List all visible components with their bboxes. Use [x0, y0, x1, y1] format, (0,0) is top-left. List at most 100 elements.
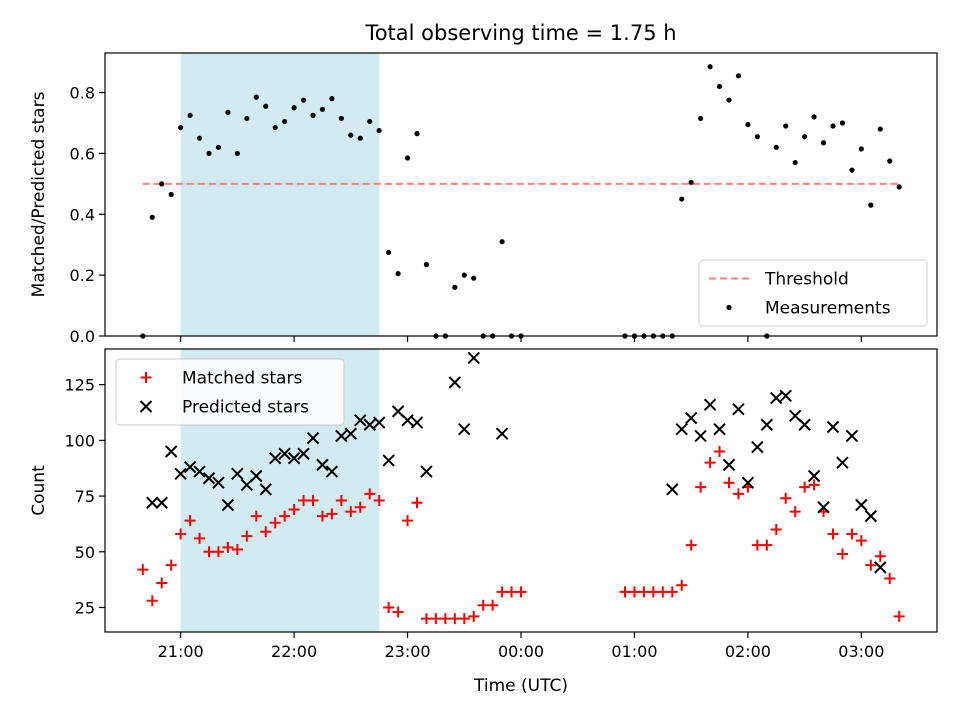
data-point [628, 586, 640, 598]
data-point [760, 418, 774, 431]
data-point [174, 467, 187, 480]
data-point [241, 530, 253, 542]
data-point [310, 112, 316, 118]
data-point [666, 586, 678, 598]
data-point [183, 460, 197, 474]
data-point [410, 416, 424, 429]
data-point [770, 523, 782, 535]
data-point [714, 446, 726, 458]
data-point [300, 97, 307, 103]
series-predicted-stars [146, 351, 887, 574]
data-point [178, 124, 184, 131]
data-point [168, 191, 174, 198]
data-point [430, 613, 442, 625]
data-point [877, 126, 883, 132]
data-point [887, 158, 893, 164]
data-point [638, 586, 650, 598]
data-point [830, 123, 836, 129]
data-point [225, 109, 231, 115]
data-point [363, 418, 376, 431]
data-point [487, 599, 499, 611]
data-point [316, 458, 329, 472]
data-point [448, 376, 462, 389]
data-point [761, 539, 773, 551]
data-point [619, 586, 631, 598]
data-point [684, 411, 698, 425]
data-point [751, 440, 764, 454]
data-point [253, 94, 259, 100]
data-point [722, 458, 736, 472]
data-point [234, 150, 240, 157]
data-point [335, 429, 348, 443]
data-point [855, 498, 868, 512]
data-point [647, 586, 659, 598]
data-point [288, 503, 300, 515]
data-point [240, 478, 254, 492]
data-point [357, 135, 363, 141]
data-point [212, 476, 225, 489]
legend-label: Predicted stars [182, 398, 309, 418]
data-point [792, 159, 798, 166]
data-point [836, 456, 849, 469]
data-point [439, 613, 451, 625]
data-point [215, 144, 222, 150]
data-point [845, 429, 859, 443]
data-point [319, 106, 326, 112]
data-point [799, 481, 811, 493]
data-point [745, 121, 751, 128]
data-point [156, 577, 168, 589]
data-point [411, 497, 423, 509]
data-point [386, 249, 392, 255]
data-point [477, 599, 489, 611]
legend-swatch [726, 304, 732, 311]
data-point [298, 495, 310, 507]
data-point [713, 423, 726, 436]
data-point [471, 275, 477, 281]
data-point [868, 202, 874, 208]
y-tick-label: 75 [75, 487, 95, 506]
data-point [278, 447, 291, 460]
data-point [461, 272, 467, 278]
data-point [212, 546, 224, 558]
data-point [184, 515, 196, 527]
data-point [338, 115, 344, 122]
data-point [307, 495, 319, 507]
data-point [865, 559, 877, 571]
data-point [231, 467, 244, 480]
legend-box [115, 358, 345, 426]
data-point [193, 465, 206, 478]
data-point [468, 610, 480, 622]
data-point [811, 114, 817, 120]
data-point [354, 414, 367, 427]
data-point [884, 573, 896, 585]
data-point [808, 479, 820, 491]
data-point [146, 595, 158, 607]
data-point [383, 601, 395, 613]
data-point [779, 389, 792, 403]
data-point [506, 586, 518, 598]
data-point [344, 427, 358, 440]
legend-swatch [139, 400, 153, 413]
data-point [250, 510, 262, 522]
data-point [282, 118, 288, 125]
y-tick-label: 0.8 [70, 84, 95, 103]
data-point [376, 127, 382, 134]
data-point [420, 613, 432, 625]
data-point [187, 112, 193, 118]
data-point [458, 613, 470, 625]
data-point [839, 120, 846, 126]
y-tick-label: 0.4 [70, 205, 95, 224]
data-point [783, 123, 789, 129]
data-point [858, 146, 864, 152]
data-point [657, 586, 669, 598]
data-point [373, 495, 385, 507]
data-point [846, 528, 858, 540]
data-point [826, 420, 840, 434]
data-point [741, 476, 755, 489]
data-point [676, 579, 688, 591]
data-point [452, 284, 458, 290]
data-point [467, 351, 480, 365]
data-point [329, 96, 335, 102]
data-point [291, 105, 297, 111]
